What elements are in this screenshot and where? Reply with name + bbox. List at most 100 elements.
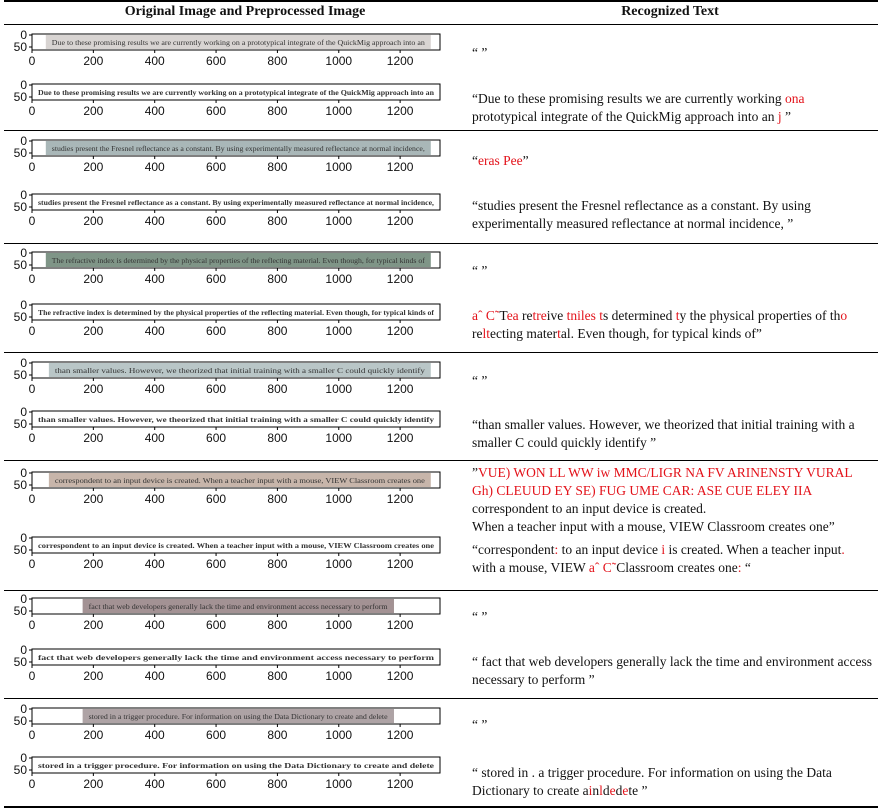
original-image-plot: studies present the Fresnel reflectance … [0,136,460,186]
y-tick-label: 0 [20,645,27,657]
recognized-preprocessed-text: “Due to these promising results we are c… [472,91,805,124]
x-tick-label: 1200 [387,492,414,506]
y-tick-label: 50 [14,604,28,618]
original-image-plot: Due to these promising results we are cu… [0,30,460,80]
x-tick-label: 800 [267,54,287,68]
x-tick-label: 1000 [325,54,352,68]
x-tick-label: 400 [145,54,165,68]
preprocessed-image-plot: fact that web developers generally lack … [0,645,460,695]
x-tick-label: 200 [83,272,103,286]
x-tick-label: 1200 [387,557,414,571]
y-tick-label: 50 [14,258,28,272]
plot-svg: Due to these promising results we are cu… [14,30,441,68]
axes-frame [31,139,441,157]
recognized-preprocessed-text: aˆ C˜Tea retreive tniles ts determined t… [472,308,848,341]
x-tick-label: 200 [83,324,103,338]
x-tick-label: 600 [206,382,226,396]
x-tick-label: 200 [83,104,103,118]
x-tick-label: 800 [267,382,287,396]
plot-svg: than smaller values. However, we theoriz… [14,407,441,445]
recognized-original-text: “ ” [472,373,488,388]
y-tick-label: 50 [14,310,28,324]
x-tick-label: 600 [206,777,226,791]
x-tick-label: 1000 [325,272,352,286]
x-tick-label: 1200 [387,669,414,683]
y-tick-label: 0 [20,136,27,148]
x-tick-label: 200 [83,214,103,228]
x-tick-label: 800 [267,324,287,338]
row-divider [4,130,878,131]
y-tick-label: 50 [14,417,28,431]
original-image-plot: fact that web developers generally lack … [0,594,460,644]
row-divider [4,243,878,244]
x-tick-label: 600 [206,618,226,632]
x-tick-label: 1200 [387,618,414,632]
x-tick-label: 1200 [387,324,414,338]
image-text: than smaller values. However, we theoriz… [38,415,434,424]
x-tick-label: 400 [145,777,165,791]
recognized-preprocessed-text: “correspondent: to an input device i is … [472,542,845,575]
x-tick-label: 400 [145,557,165,571]
y-tick-label: 50 [14,543,28,557]
x-tick-label: 800 [267,618,287,632]
x-tick-label: 200 [83,557,103,571]
top-rule [4,0,878,2]
axes-frame [31,597,441,615]
x-tick-label: 0 [29,557,36,571]
x-tick-label: 1000 [325,382,352,396]
x-tick-label: 0 [29,382,36,396]
plot-svg: correspondent to an input device is crea… [14,533,441,571]
x-tick-label: 400 [145,669,165,683]
axes-frame [31,756,441,774]
plot-svg: The refractive index is determined by th… [14,300,441,338]
x-tick-label: 1000 [325,777,352,791]
x-tick-label: 600 [206,324,226,338]
original-image [82,709,394,723]
image-text: fact that web developers generally lack … [38,653,435,662]
axes-frame [31,410,441,428]
axes-frame [31,33,441,51]
image-text: stored in a trigger procedure. For infor… [38,761,435,770]
preprocessed-image [32,650,440,664]
header-rule [4,24,878,25]
original-image [82,599,394,613]
x-tick-label: 1200 [387,214,414,228]
x-tick-label: 0 [29,160,36,174]
image-text: correspondent to an input device is crea… [55,476,426,485]
preprocessed-image [32,538,440,552]
preprocessed-image [32,412,440,426]
recognized-original-text: ”VUE) WON LL WW iw MMC/LIGR NA FV ARINEN… [472,465,853,534]
x-tick-label: 1200 [387,777,414,791]
x-tick-label: 1000 [325,618,352,632]
preprocessed-image-plot: than smaller values. However, we theoriz… [0,407,460,457]
x-tick-label: 1000 [325,492,352,506]
x-tick-label: 400 [145,382,165,396]
original-image-plot: correspondent to an input device is crea… [0,468,460,518]
preprocessed-image-plot: stored in a trigger procedure. For infor… [0,753,460,803]
header-left: Original Image and Preprocessed Image [124,4,366,19]
x-tick-label: 1000 [325,728,352,742]
row-divider [4,460,878,461]
recognized-original-text: “ ” [472,717,488,732]
x-tick-label: 1200 [387,728,414,742]
image-text: Due to these promising results we are cu… [38,88,435,97]
preprocessed-image-plot: Due to these promising results we are cu… [0,80,460,130]
y-tick-label: 50 [14,40,28,54]
recognized-original-text: “eras Pee” [472,153,529,168]
y-tick-label: 50 [14,763,28,777]
plot-svg: than smaller values. However, we theoriz… [14,358,441,396]
x-tick-label: 600 [206,160,226,174]
axes-frame [31,471,441,489]
original-image-plot: than smaller values. However, we theoriz… [0,358,460,408]
x-tick-label: 400 [145,104,165,118]
row-divider [4,352,878,353]
x-tick-label: 400 [145,431,165,445]
x-tick-label: 800 [267,214,287,228]
original-image [45,253,431,267]
plot-svg: fact that web developers generally lack … [14,645,441,683]
x-tick-label: 1000 [325,214,352,228]
x-tick-label: 0 [29,431,36,445]
x-tick-label: 400 [145,272,165,286]
x-tick-label: 600 [206,669,226,683]
plot-svg: correspondent to an input device is crea… [14,468,441,506]
